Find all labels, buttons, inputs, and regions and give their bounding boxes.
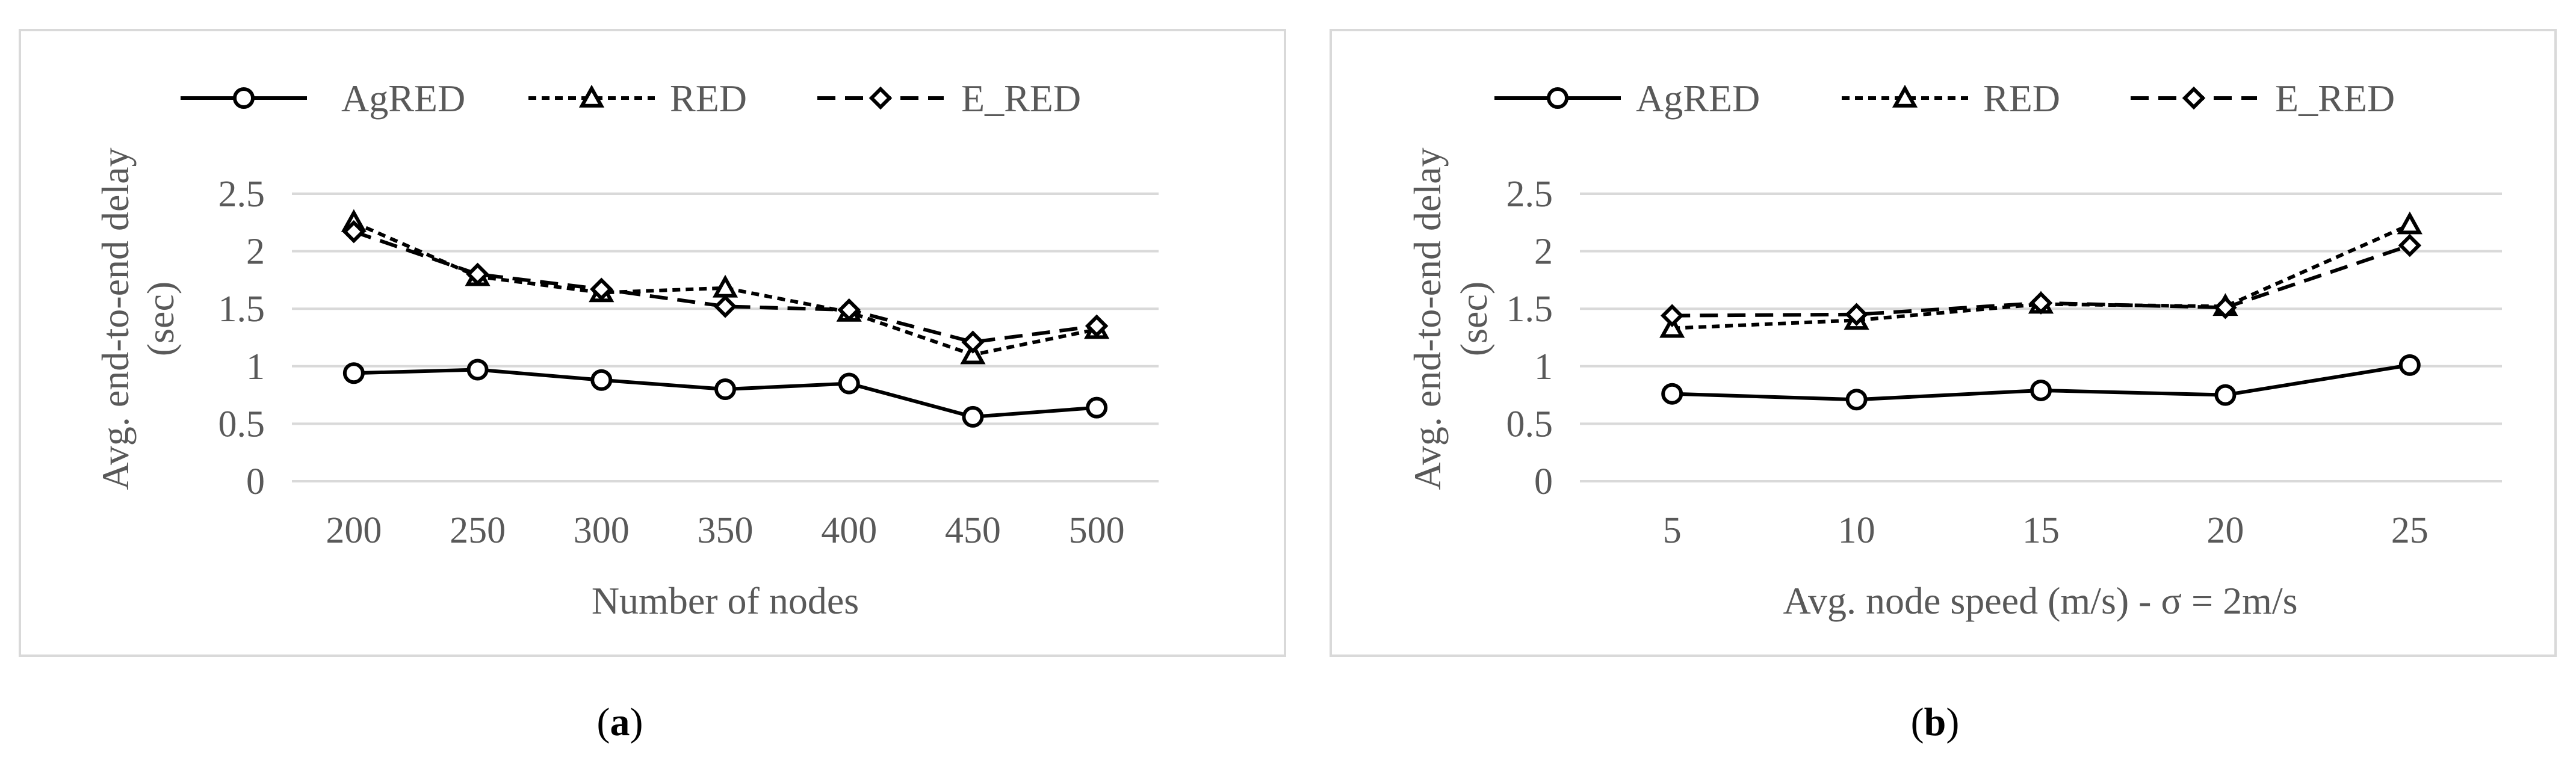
x-tick-label: 250: [450, 510, 506, 551]
data-point-marker: [466, 359, 489, 381]
legend-item: RED: [1842, 77, 2060, 120]
data-point-marker: [2398, 354, 2421, 376]
y-tick-label: 0: [1534, 461, 1553, 502]
legend-marker: [578, 84, 605, 108]
legend: AgRED RED E_RED: [1494, 77, 2395, 120]
panel-frame: [19, 29, 1286, 657]
legend-item: E_RED: [817, 77, 1081, 120]
data-point-marker: [962, 405, 984, 428]
data-point-marker: [961, 330, 985, 354]
data-point-marker: [2397, 211, 2423, 235]
data-point-marker: [1845, 389, 1868, 411]
series-line: [1672, 223, 2411, 330]
x-tick-label: 400: [821, 510, 877, 551]
x-tick-label: 500: [1069, 510, 1125, 551]
x-tick-label: 10: [1838, 510, 1875, 551]
data-point-marker: [1085, 314, 1109, 338]
y-tick-label: 2: [246, 232, 265, 273]
legend-label: E_RED: [961, 77, 1081, 120]
y-axis-title-line: Avg. end-to-end delay: [94, 147, 137, 490]
legend-item: RED: [528, 77, 747, 120]
series-agred: [342, 359, 1108, 428]
caption-part: ): [630, 700, 643, 744]
data-point-marker: [714, 378, 736, 401]
data-point-marker: [342, 362, 365, 384]
y-tick-label: 1: [246, 346, 265, 387]
legend-label: RED: [1983, 77, 2060, 120]
data-point-marker: [837, 298, 861, 322]
data-point-marker: [1086, 396, 1108, 419]
data-point-marker: [2214, 296, 2237, 319]
legend-marker: [1547, 87, 1568, 109]
caption-part: a: [610, 700, 630, 744]
data-point-marker: [466, 262, 489, 286]
y-tick-label: 0: [246, 461, 265, 502]
x-tick-label: 25: [2391, 510, 2429, 551]
data-point-marker: [1845, 303, 1868, 327]
panel-caption: (a): [597, 700, 643, 744]
caption-part: ): [1946, 700, 1959, 744]
y-axis-title-line: Avg. end-to-end delay: [1406, 147, 1449, 490]
chart-panel-b: 0 0.5 1 1.5 2 2.5 5 10 15 20 25 Avg. node speed (m/…: [1330, 29, 2557, 657]
caption-part: (: [1911, 700, 1924, 744]
x-tick-label: 350: [698, 510, 754, 551]
data-point-marker: [1661, 383, 1683, 405]
y-tick-label: 1: [1534, 346, 1553, 387]
legend-marker: [233, 87, 255, 109]
legend-marker: [868, 86, 893, 110]
y-tick-label: 2: [1534, 232, 1553, 273]
x-tick-label: 450: [945, 510, 1001, 551]
y-gridlines: [292, 192, 1159, 482]
chart-panel-a: 0 0.5 1 1.5 2 2.5 200 250 300 350 400 450 500 Number …: [19, 29, 1286, 657]
data-point-marker: [960, 341, 986, 365]
x-tick-label: 20: [2206, 510, 2244, 551]
x-tick-label: 200: [326, 510, 382, 551]
x-tick-label: 5: [1663, 510, 1682, 551]
legend-item: AgRED: [1494, 77, 1760, 120]
data-point-marker: [713, 295, 737, 318]
legend-label: AgRED: [341, 77, 465, 120]
y-axis-title-line: (sec): [139, 282, 182, 356]
data-point-marker: [590, 369, 613, 391]
panel-caption: (b): [1911, 700, 1960, 744]
legend-label: RED: [670, 77, 747, 120]
legend: AgRED RED E_RED: [181, 77, 1081, 120]
data-point-marker: [1659, 315, 1685, 338]
y-tick-label: 1.5: [218, 289, 265, 330]
data-point-marker: [2030, 379, 2052, 401]
data-point-marker: [1660, 304, 1684, 327]
data-point-marker: [2029, 291, 2053, 315]
data-point-marker: [2214, 384, 2237, 406]
x-axis-title: Avg. node speed (m/s) - σ = 2m/s: [1783, 579, 2297, 622]
y-tick-label: 1.5: [1506, 289, 1553, 330]
caption-part: (: [597, 700, 610, 744]
legend-item: AgRED: [181, 77, 465, 120]
y-tick-label: 0.5: [218, 404, 265, 445]
y-tick-label: 0.5: [1506, 404, 1553, 445]
legend-item: E_RED: [2131, 77, 2395, 120]
legend-label: AgRED: [1636, 77, 1760, 120]
data-point-marker: [2398, 233, 2422, 257]
y-tick-label: 2.5: [1506, 174, 1553, 215]
data-point-marker: [838, 372, 860, 395]
y-axis-title-line: (sec): [1452, 282, 1495, 356]
legend-marker: [1892, 84, 1918, 108]
y-tick-label: 2.5: [218, 174, 265, 215]
series-e-red: [342, 220, 1109, 354]
legend-label: E_RED: [2275, 77, 2395, 120]
panel-frame: [1330, 29, 2557, 657]
x-tick-label: 15: [2022, 510, 2060, 551]
data-point-marker: [590, 277, 613, 301]
x-axis-title: Number of nodes: [592, 579, 859, 622]
data-point-marker: [342, 220, 366, 244]
legend-marker: [2182, 86, 2206, 110]
x-tick-label: 300: [574, 510, 630, 551]
series-agred: [1661, 354, 2421, 411]
series-e-red: [1660, 233, 2422, 327]
caption-part: b: [1924, 700, 1946, 744]
